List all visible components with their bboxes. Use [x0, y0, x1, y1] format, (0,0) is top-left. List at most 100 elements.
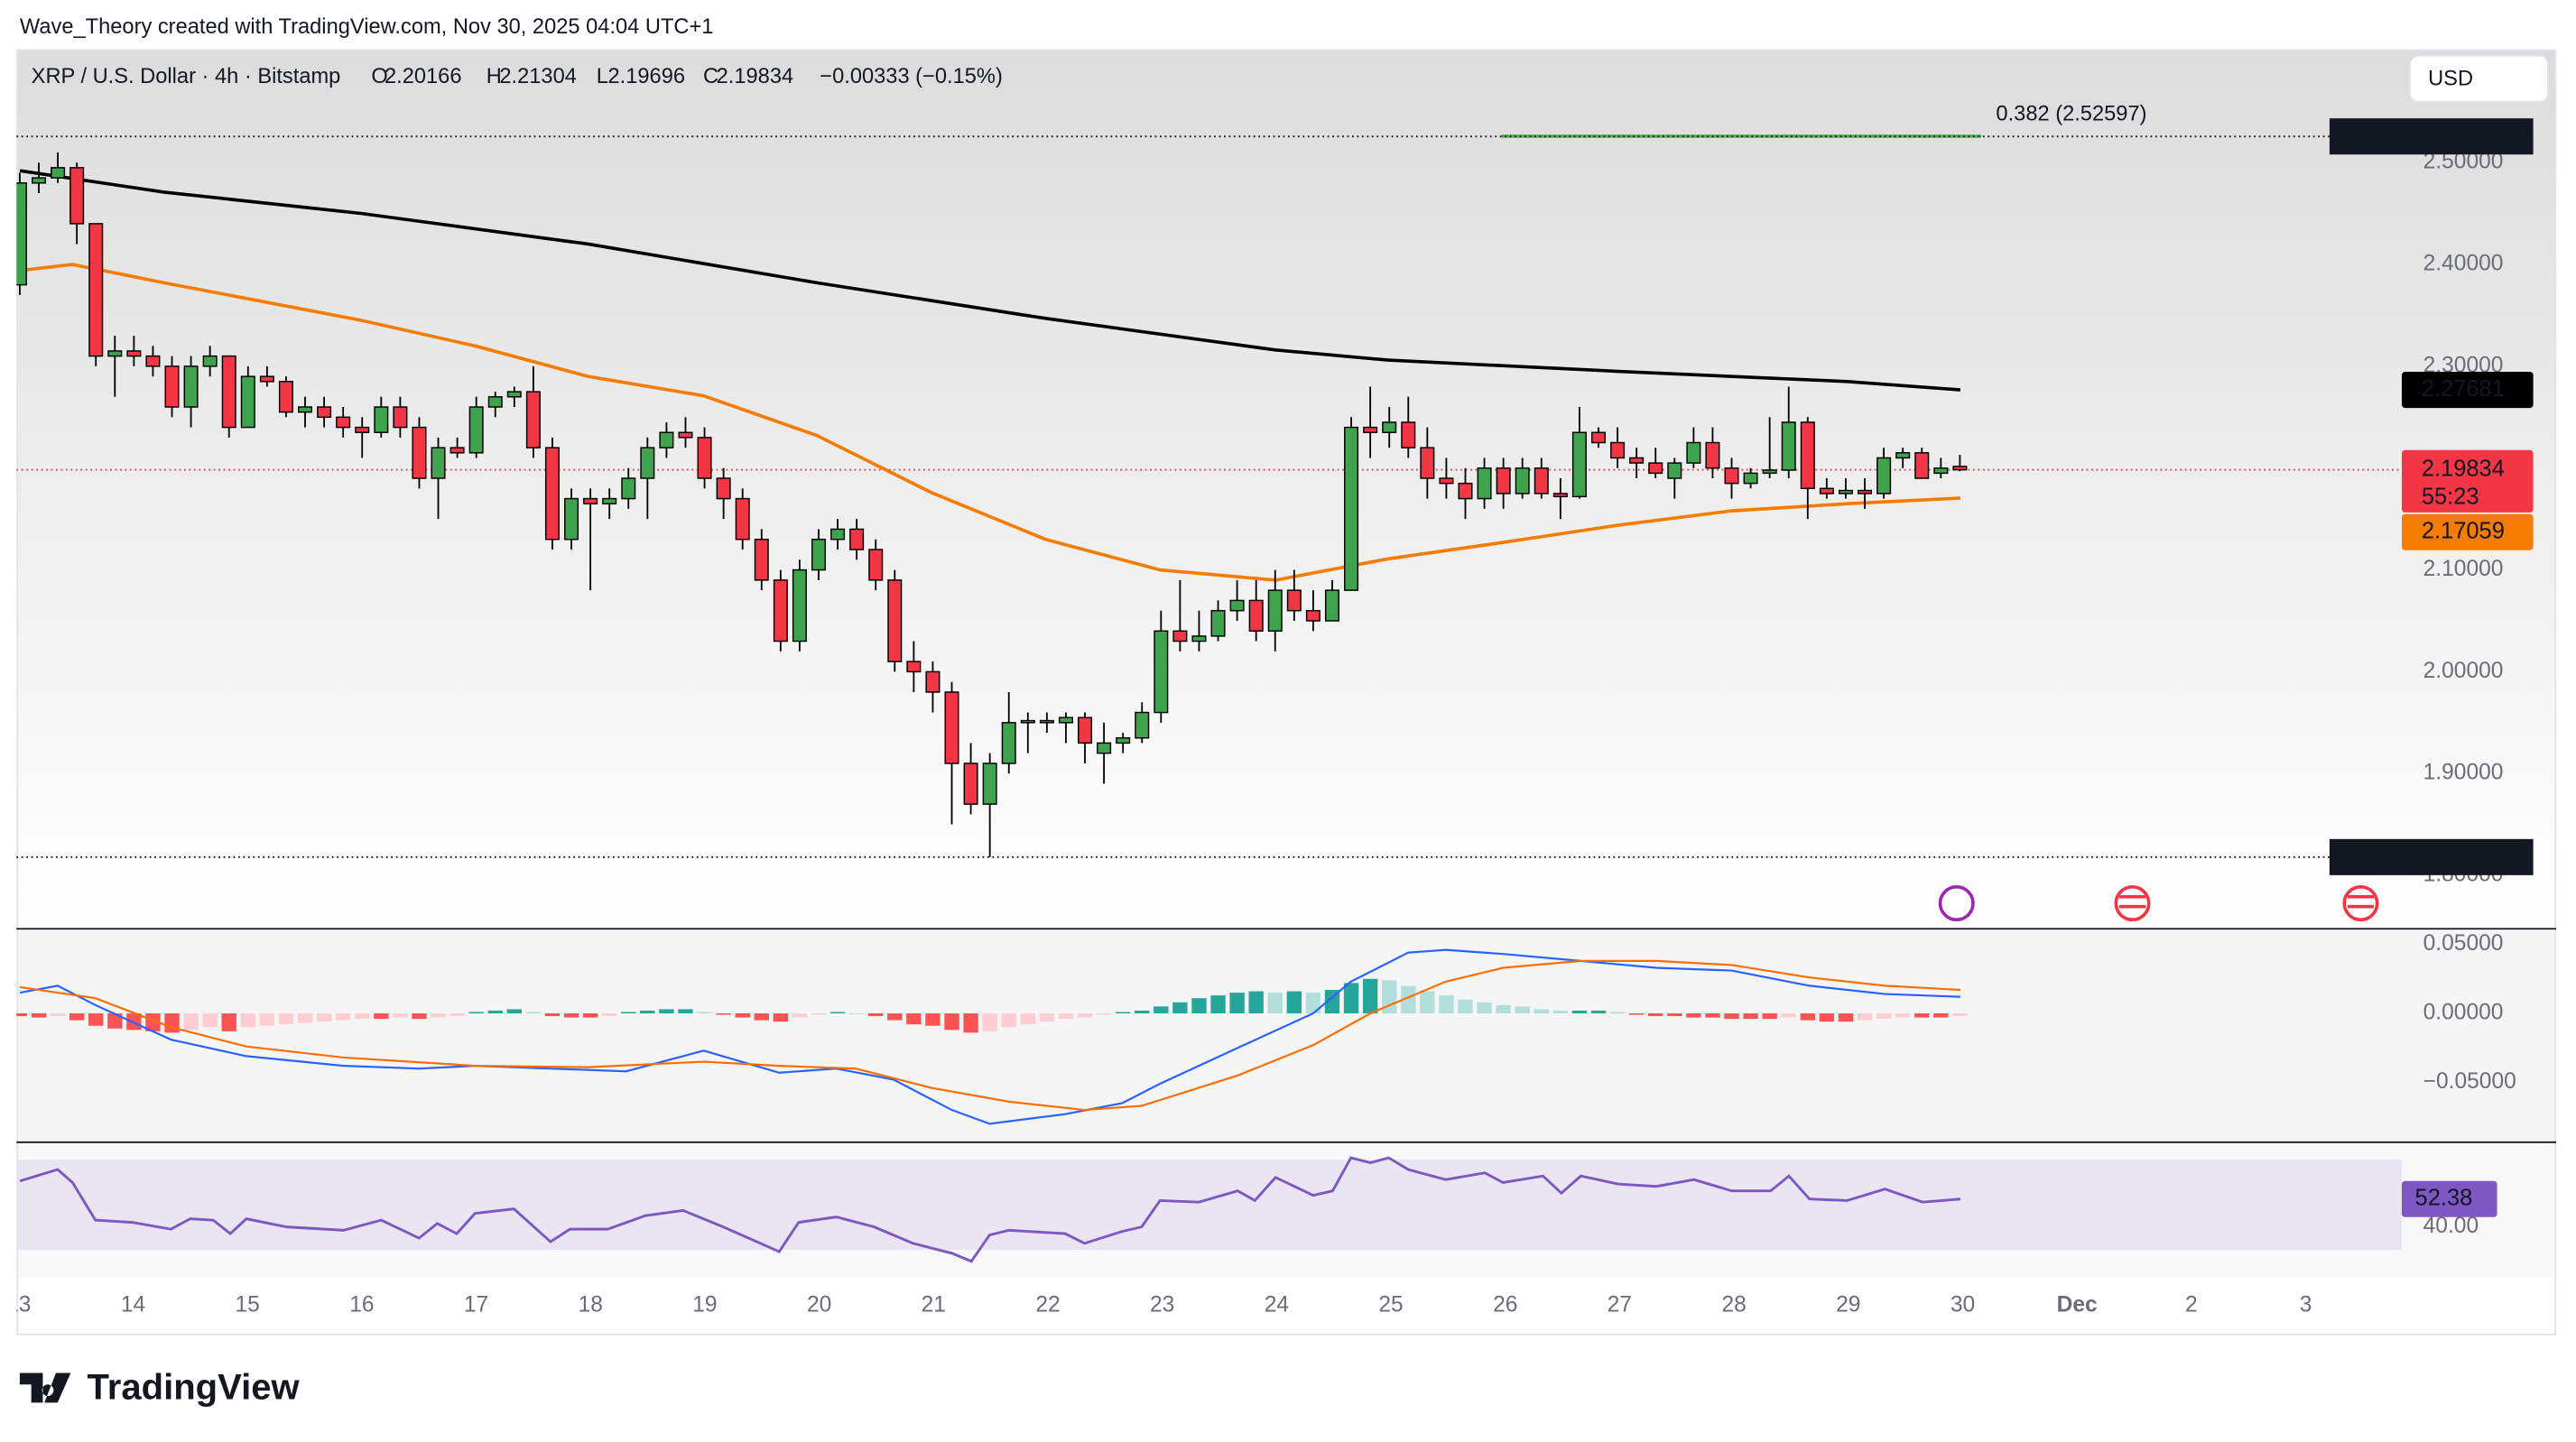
candle-body [1705, 441, 1720, 469]
high-tag [2329, 118, 2402, 155]
currency-button[interactable] [2409, 54, 2549, 103]
x-axis: 13 14 15 16 17 18 19 20 21 22 23 24 25 26 27 28 29 30 Dec 2… [16, 1292, 2312, 1317]
macd-histogram-bar [1248, 991, 1264, 1013]
macd-histogram-bar [868, 1012, 884, 1017]
macd-pane [16, 929, 2557, 1142]
macd-histogram-bar [468, 1012, 484, 1013]
flag-stripe [2347, 904, 2375, 909]
macd-histogram-bar [88, 1012, 104, 1026]
macd-histogram-bar [735, 1012, 750, 1018]
macd-histogram-bar [1628, 1012, 1645, 1015]
frame [16, 49, 2557, 1336]
macd-histogram-bar [1933, 1012, 1949, 1018]
candle-body [278, 381, 293, 413]
candle-body [1496, 467, 1511, 495]
ma-value-box [2401, 513, 2534, 550]
moving-average [19, 263, 1961, 582]
candle-body [1667, 462, 1682, 479]
candle-body [431, 447, 446, 479]
ma-value: 2.27681 [2422, 376, 2505, 402]
macd-histogram-bar [1571, 1010, 1588, 1013]
macd-histogram-bar [1305, 993, 1321, 1013]
symbol-title: XRP / U.S. Dollar · 4h · Bitstamp [32, 65, 341, 88]
macd-histogram-bar [848, 1012, 865, 1014]
candle-body [1116, 737, 1131, 744]
candle-body [1439, 477, 1454, 485]
candle-body [1324, 589, 1339, 622]
candle-body [1724, 467, 1739, 485]
y-tick-label: 2.10000 [2423, 557, 2504, 581]
candle-body [259, 375, 274, 383]
macd-histogram-bar [1590, 1010, 1607, 1013]
macd-histogram-bar [1914, 1012, 1930, 1018]
macd-histogram-bar [1895, 1012, 1911, 1018]
x-tick-label: 16 [349, 1292, 374, 1317]
candle-body [164, 365, 180, 408]
brand-logo: TradingView [19, 1367, 300, 1407]
macd-histogram-bar [525, 1012, 542, 1013]
candle-body [811, 538, 827, 571]
candle-body [183, 365, 199, 408]
macd-histogram-bar [1039, 1012, 1055, 1022]
candle-body [773, 579, 788, 642]
macd-histogram-bar [1286, 991, 1302, 1013]
candle-body [1800, 421, 1815, 490]
macd-histogram-bar [1439, 995, 1454, 1013]
candle-body [487, 396, 503, 408]
flag-stripe [2118, 894, 2146, 899]
x-tick-label: 21 [922, 1292, 946, 1317]
high-tag-label: High [2342, 123, 2389, 148]
macd-histogram-bar [1115, 1012, 1131, 1013]
high-value-box [2401, 118, 2534, 155]
event-icon[interactable] [2114, 885, 2151, 922]
macd-histogram-bar [1382, 980, 1397, 1013]
candle-body [525, 391, 541, 448]
candle-body [1534, 467, 1549, 495]
macd-histogram-bar [1267, 993, 1283, 1013]
low-tag-label: Low [2345, 844, 2387, 869]
candle-body [88, 223, 104, 357]
candle-body [1552, 493, 1568, 498]
candle-body [602, 497, 617, 504]
macd-histogram-bar [1324, 989, 1340, 1013]
candle-body [145, 355, 161, 367]
event-icon[interactable] [2342, 885, 2379, 922]
macd-histogram-bar [374, 1012, 389, 1020]
candle-body [716, 477, 731, 500]
x-tick-label: 2 [2185, 1292, 2198, 1317]
candle-body [449, 447, 465, 454]
macd-histogram-bar [1762, 1012, 1777, 1020]
low-value: 1.81796 [2422, 844, 2505, 869]
macd-histogram-bar [1135, 1010, 1150, 1013]
macd-histogram-bar [1191, 998, 1207, 1013]
macd-histogram-bar [944, 1012, 959, 1031]
macd-histogram-bar [221, 1012, 236, 1031]
high-value: 2.52571 [2422, 123, 2505, 148]
macd-histogram-bar [1743, 1012, 1758, 1020]
ohlc-value: 2.20166 [385, 65, 462, 88]
rsi-line [19, 1156, 1961, 1263]
macd-histogram-bar [1477, 1002, 1492, 1013]
candle-body [1420, 447, 1435, 479]
macd-histogram-bar [1781, 1012, 1796, 1018]
candle-body [16, 182, 27, 286]
macd-histogram-bar [1952, 1012, 1968, 1017]
currency[interactable]: USD [2428, 68, 2473, 91]
macd-histogram-bar [107, 1012, 123, 1029]
macd-histogram-bar [906, 1012, 922, 1025]
macd-histogram-bar [1705, 1012, 1720, 1018]
macd-histogram-bar [1001, 1012, 1016, 1028]
macd-histogram-bar [1609, 1012, 1626, 1013]
x-tick-label: 18 [579, 1292, 603, 1317]
candle-body [544, 447, 560, 541]
last-price: 2.19834 [2422, 456, 2505, 481]
y-tick-label: 1.90000 [2423, 761, 2504, 785]
candle-body [1781, 421, 1796, 471]
macd-histogram-bar [925, 1012, 941, 1026]
main-pane [16, 49, 2557, 929]
candle-body [1458, 482, 1473, 500]
macd-histogram-bar [563, 1012, 579, 1018]
event-icon[interactable] [1938, 885, 1975, 922]
candle-body [1895, 452, 1911, 459]
x-tick-label: 25 [1378, 1292, 1403, 1317]
